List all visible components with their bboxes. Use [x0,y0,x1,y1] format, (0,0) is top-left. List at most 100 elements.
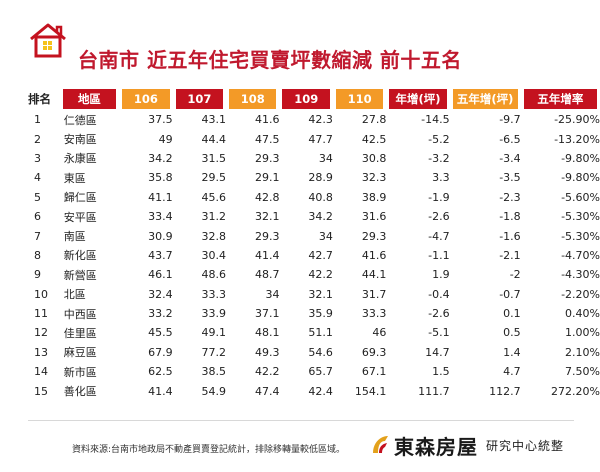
cell-107: 44.4 [201,132,227,146]
header-five-year: 五年增(坪) [450,88,521,110]
cell-109: 32.1 [308,287,333,301]
cell-108: 34 [265,287,280,301]
cell-106: 32.4 [148,287,173,301]
header-rate-label: 五年增率 [523,89,597,109]
brand: 東森房屋 研究中心統整 [370,432,564,459]
cell-district: 北區 [63,288,86,302]
cell-108: 32.1 [254,210,280,224]
cell-108: 29.3 [254,151,280,165]
header-107: 107 [173,88,226,110]
table-row: 12 佳里區 45.5 49.1 48.1 51.1 46 -5.1 0.5 1.00% [28,323,600,342]
cell-107: 29.5 [201,171,227,185]
cell-110: 27.8 [361,113,387,127]
cell-109: 51.1 [308,326,333,340]
cell-107: 30.4 [201,248,227,262]
cell-five-year: 0.5 [503,326,521,340]
cell-109: 42.3 [308,113,333,127]
cell-district: 佳里區 [63,326,97,340]
cell-rank: 12 [34,326,48,340]
cell-108: 42.2 [254,365,280,379]
cell-rate: 2.10% [565,345,600,359]
cell-five-year: 1.4 [503,345,521,359]
cell-five-year: -3.4 [499,151,521,165]
cell-five-year: -1.8 [499,210,521,224]
header-109-label: 109 [282,89,330,109]
cell-rate: -25.90% [554,113,600,127]
cell-107: 43.1 [201,113,227,127]
cell-110: 31.7 [361,287,387,301]
header-district-label: 地區 [62,89,117,109]
cell-rank: 11 [34,307,48,321]
cell-108: 47.4 [254,384,280,398]
cell-district: 東區 [63,171,86,185]
cell-108: 49.3 [254,345,280,359]
cell-annual: 3.3 [432,171,450,185]
table-row: 4 東區 35.8 29.5 29.1 28.9 32.3 3.3 -3.5 -9.80% [28,168,600,187]
cell-109: 47.7 [308,132,333,146]
brand-mark-icon [373,436,388,453]
cell-110: 30.8 [361,151,387,165]
cell-109: 54.6 [308,345,333,359]
cell-district: 南區 [63,230,86,244]
footer-divider [28,420,574,421]
table-row: 9 新營區 46.1 48.6 48.7 42.2 44.1 1.9 -2 -4.30% [28,265,600,284]
cell-annual: -1.9 [428,190,450,204]
table-body: 1 仁德區 37.5 43.1 41.6 42.3 27.8 -14.5 -9.7 -25.90%… [28,110,600,401]
cell-annual: -4.7 [428,229,450,243]
cell-107: 32.8 [201,229,227,243]
header-rate: 五年增率 [521,88,600,110]
cell-five-year: 4.7 [503,365,521,379]
cell-rate: -13.20% [554,132,600,146]
cell-five-year: -2.1 [499,248,521,262]
cell-109: 65.7 [308,365,333,379]
cell-107: 31.2 [201,210,227,224]
cell-rank: 13 [34,345,48,359]
cell-110: 46 [372,326,387,340]
cell-rank: 8 [34,248,41,262]
cell-rate: -5.30% [561,229,600,243]
cell-108: 48.7 [254,268,280,282]
cell-107: 33.3 [201,287,227,301]
cell-five-year: -9.7 [499,113,521,127]
cell-108: 41.4 [254,248,280,262]
cell-110: 32.3 [361,171,387,185]
cell-110: 42.5 [361,132,387,146]
cell-110: 67.1 [361,365,387,379]
table-row: 13 麻豆區 67.9 77.2 49.3 54.6 69.3 14.7 1.4 2.10% [28,343,600,362]
cell-annual: -5.2 [428,132,450,146]
cell-five-year: 112.7 [489,384,521,398]
cell-five-year: -0.7 [499,287,521,301]
cell-108: 29.1 [254,171,280,185]
cell-rate: 7.50% [565,365,600,379]
cell-rank: 14 [34,365,48,379]
cell-rank: 1 [34,113,41,127]
cell-109: 34 [318,151,333,165]
cell-110: 41.6 [361,248,387,262]
house-icon [30,23,66,58]
cell-district: 善化區 [63,385,97,399]
brand-name: 東森房屋 [394,434,478,459]
cell-106: 34.2 [148,151,173,165]
cell-106: 33.4 [148,210,173,224]
cell-five-year: -3.5 [499,171,521,185]
cell-five-year: -1.6 [499,229,521,243]
table-row: 2 安南區 49 44.4 47.5 47.7 42.5 -5.2 -6.5 -13.20% [28,129,600,148]
header-110-label: 110 [335,89,384,109]
cell-district: 安平區 [63,210,97,224]
cell-106: 67.9 [148,345,173,359]
table-row: 1 仁德區 37.5 43.1 41.6 42.3 27.8 -14.5 -9.7 -25.90% [28,110,600,129]
cell-five-year: -2.3 [499,190,521,204]
cell-district: 歸仁區 [63,191,97,205]
cell-district: 新化區 [63,249,97,263]
cell-rank: 10 [34,287,48,301]
cell-106: 33.2 [148,307,173,321]
cell-rank: 15 [34,384,48,398]
cell-five-year: 0.1 [503,307,521,321]
cell-rate: 0.40% [565,307,600,321]
header-rank: 排名 [28,92,51,106]
header-107-label: 107 [175,89,224,109]
cell-rank: 5 [34,190,41,204]
header-district: 地區 [60,88,119,110]
cell-107: 54.9 [201,384,227,398]
cell-annual: -0.4 [428,287,450,301]
